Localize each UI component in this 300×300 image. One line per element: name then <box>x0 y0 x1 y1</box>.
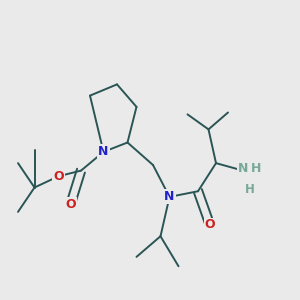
Text: N: N <box>164 190 175 203</box>
Text: N: N <box>98 146 109 158</box>
Text: O: O <box>53 170 64 183</box>
Text: H: H <box>245 183 254 196</box>
Text: O: O <box>65 198 76 211</box>
Text: N: N <box>238 162 248 175</box>
Text: H: H <box>251 162 262 175</box>
Text: O: O <box>205 218 215 232</box>
